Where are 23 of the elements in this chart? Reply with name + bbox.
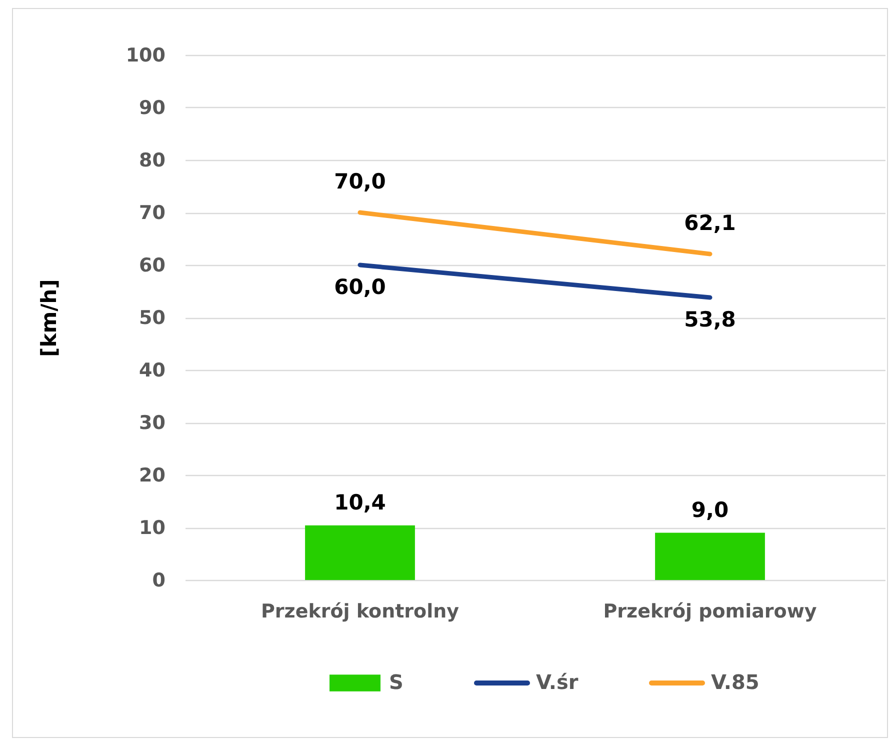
y-tick-label: 40 (139, 360, 166, 382)
y-tick-label: 50 (139, 307, 166, 329)
y-tick-label: 10 (139, 517, 166, 539)
legend-label: S (389, 670, 404, 694)
y-tick-label: 90 (139, 97, 166, 119)
y-tick-label: 0 (152, 570, 166, 592)
data-label: 70,0 (334, 170, 386, 194)
data-label: 10,4 (334, 490, 386, 514)
legend-label: V.85 (711, 670, 760, 694)
data-label: 62,1 (684, 210, 736, 235)
data-label: 60,0 (334, 275, 386, 299)
y-axis-title: [km/h] (36, 279, 61, 357)
y-tick-label: 100 (126, 44, 166, 66)
y-tick-label: 30 (139, 412, 166, 434)
y-tick-label: 60 (139, 254, 166, 276)
y-tick-label: 80 (139, 150, 166, 172)
data-label: 9,0 (691, 498, 729, 522)
data-label: 53,8 (684, 308, 736, 332)
y-tick-label: 20 (139, 464, 166, 486)
x-tick-label: Przekrój pomiarowy (603, 600, 818, 622)
y-tick-label: 70 (139, 202, 166, 224)
legend-label: V.śr (536, 670, 578, 694)
x-tick-label: Przekrój kontrolny (260, 600, 460, 622)
